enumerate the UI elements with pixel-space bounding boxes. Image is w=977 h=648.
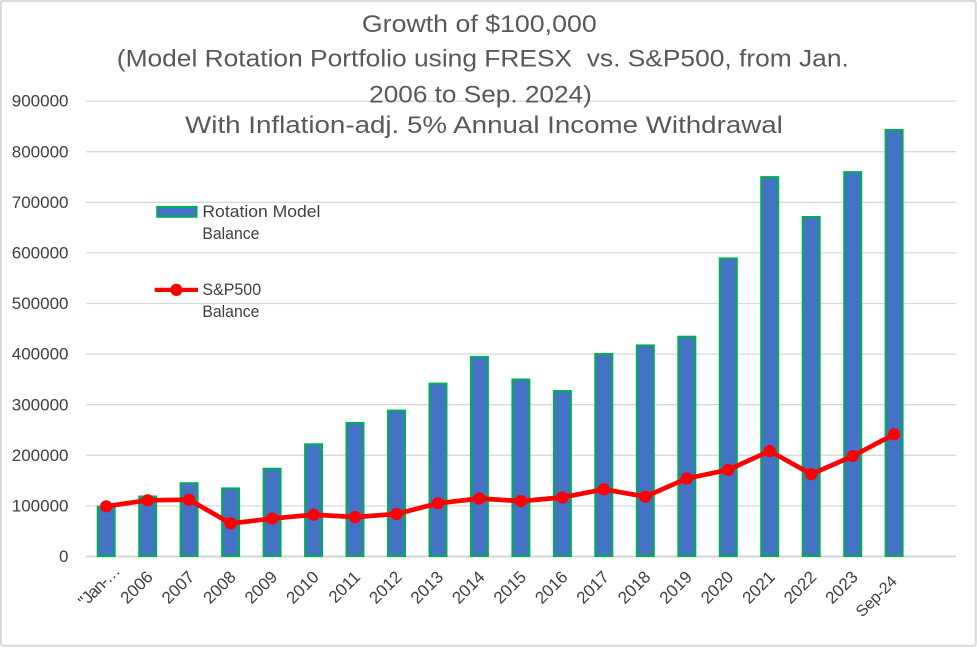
svg-text:100000: 100000	[12, 497, 69, 516]
svg-text:700000: 700000	[12, 193, 69, 212]
svg-text:300000: 300000	[12, 395, 69, 414]
svg-text:Balance: Balance	[202, 303, 259, 321]
svg-text:900000: 900000	[12, 92, 69, 111]
svg-text:Growth of $100,000: Growth of $100,000	[362, 11, 597, 38]
svg-text:800000: 800000	[12, 142, 69, 161]
svg-text:2006 to Sep. 2024): 2006 to Sep. 2024)	[369, 82, 592, 109]
svg-text:0: 0	[59, 547, 68, 566]
svg-text:400000: 400000	[12, 345, 69, 364]
svg-text:600000: 600000	[12, 244, 69, 263]
svg-text:With Inflation-adj. 5% Annual: With Inflation-adj. 5% Annual Income Wit…	[185, 112, 783, 139]
svg-text:200000: 200000	[12, 446, 69, 465]
svg-text:S&P500: S&P500	[202, 281, 261, 299]
svg-text:500000: 500000	[12, 294, 69, 313]
svg-text:Rotation Model: Rotation Model	[202, 203, 320, 221]
svg-text:(Model Rotation Portfolio usin: (Model Rotation Portfolio using FRESX vs…	[117, 46, 849, 73]
svg-text:Balance: Balance	[202, 225, 259, 243]
